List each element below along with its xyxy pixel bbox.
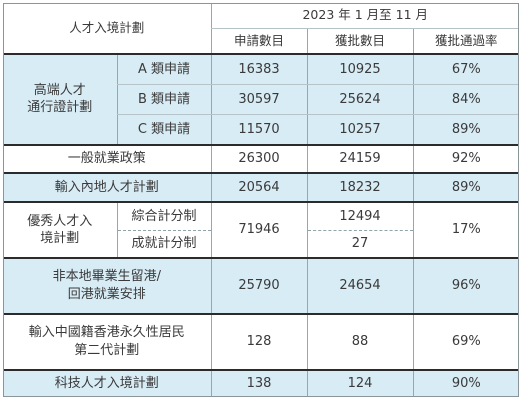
row-ics-name-line1: 輸入中國籍香港永久性居民 <box>28 325 185 341</box>
row-ttps-c-apps: 11570 <box>210 114 308 146</box>
row-asmtp-rate: 89% <box>412 172 520 203</box>
row-gep-apps: 26300 <box>210 144 308 174</box>
row-irg-name-line2: 回港就業安排 <box>67 286 146 302</box>
row-qmas-name-line1: 優秀人才入 <box>27 213 93 229</box>
row-ttps-a-apps: 16383 <box>210 54 308 85</box>
row-qmas-apps: 71946 <box>210 201 308 260</box>
row-techtas-name: 科技人才入境計劃 <box>54 376 159 392</box>
row-asmtp-apps: 20564 <box>210 172 308 203</box>
row-ics-rate: 69% <box>412 313 520 371</box>
row-qmas-name-line2: 境計劃 <box>40 231 80 247</box>
row-techtas-rate: 90% <box>412 369 520 397</box>
row-ttps-name-line1: 高端人才 <box>33 82 86 98</box>
row-ics-approved: 88 <box>306 313 414 371</box>
row-ttps-name-line2: 通行證計劃 <box>27 100 93 116</box>
row-asmtp-approved: 18232 <box>306 172 414 203</box>
row-gep-approved: 24159 <box>306 144 414 174</box>
row-irg-name-line1: 非本地畢業生留港/ <box>52 269 161 285</box>
row-asmtp-name: 輸入內地人才計劃 <box>3 172 212 203</box>
row-ttps-b-sub: B 類申請 <box>116 84 212 116</box>
row-irg-apps: 25790 <box>210 258 308 315</box>
row-ttps-a-approved: 10925 <box>306 54 414 85</box>
header-period: 2023 年 1 月至 11 月 <box>210 3 520 29</box>
row-ttps-a-sub: A 類申請 <box>116 54 212 85</box>
row-ttps-b-rate: 84% <box>412 84 520 116</box>
row-gep-rate: 92% <box>412 144 520 174</box>
row-ics-apps: 128 <box>210 313 308 371</box>
row-ttps-c-approved: 10257 <box>306 114 414 146</box>
row-irg-rate: 96% <box>412 258 520 315</box>
row-ttps-name: 高端人才 通行證計劃 <box>3 54 117 146</box>
row-qmas-sub1: 綜合計分制 <box>116 201 212 231</box>
row-gep-name: 一般就業政策 <box>3 144 212 174</box>
row-qmas-name: 優秀人才入 境計劃 <box>3 201 117 260</box>
row-techtas-apps: 138 <box>210 369 308 397</box>
row-techtas-approved: 124 <box>306 369 414 397</box>
row-qmas-rate: 17% <box>412 201 520 260</box>
statistics-table: 人才入境計劃 2023 年 1 月至 11 月 申請數目 獲批數目 獲批通過率 … <box>3 3 520 397</box>
row-ics-name: 輸入中國籍香港永久性居民 第二代計劃 <box>3 313 212 371</box>
header-program: 人才入境計劃 <box>3 3 212 56</box>
row-qmas-sub2: 成就計分制 <box>116 230 212 260</box>
row-ttps-c-rate: 89% <box>412 114 520 146</box>
row-ttps-b-apps: 30597 <box>210 84 308 116</box>
row-qmas-approved1: 12494 <box>306 201 414 231</box>
row-irg-approved: 24654 <box>306 258 414 315</box>
row-ttps-c-sub: C 類申請 <box>116 114 212 146</box>
row-ttps-b-approved: 25624 <box>306 84 414 116</box>
row-irg-name: 非本地畢業生留港/ 回港就業安排 <box>3 258 212 315</box>
header-rate: 獲批通過率 <box>412 28 520 56</box>
row-qmas-approved2: 27 <box>306 230 414 260</box>
row-ics-name-line2: 第二代計劃 <box>74 342 140 358</box>
header-approved: 獲批數目 <box>306 28 414 56</box>
row-ttps-a-rate: 67% <box>412 54 520 85</box>
header-applications: 申請數目 <box>210 28 308 56</box>
